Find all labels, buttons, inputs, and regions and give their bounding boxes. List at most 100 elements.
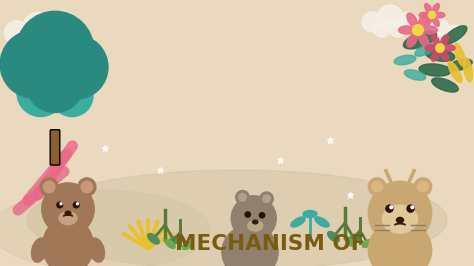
Circle shape <box>362 12 382 32</box>
Circle shape <box>40 178 58 196</box>
Circle shape <box>407 205 414 212</box>
Circle shape <box>390 206 392 209</box>
Ellipse shape <box>394 55 416 65</box>
Ellipse shape <box>440 51 448 61</box>
Ellipse shape <box>182 242 193 250</box>
Ellipse shape <box>291 217 305 227</box>
Circle shape <box>4 21 28 45</box>
Circle shape <box>27 55 83 112</box>
Circle shape <box>231 196 276 241</box>
Circle shape <box>57 202 63 208</box>
Circle shape <box>45 36 107 98</box>
Circle shape <box>372 181 383 192</box>
Circle shape <box>236 190 249 204</box>
Ellipse shape <box>396 217 403 223</box>
Ellipse shape <box>248 221 263 231</box>
Ellipse shape <box>419 33 429 47</box>
Ellipse shape <box>253 220 258 224</box>
Circle shape <box>27 55 83 112</box>
Circle shape <box>427 31 441 45</box>
Ellipse shape <box>368 220 432 266</box>
Ellipse shape <box>147 234 159 244</box>
Ellipse shape <box>432 78 458 92</box>
Ellipse shape <box>435 12 445 18</box>
Circle shape <box>418 181 428 192</box>
Circle shape <box>447 25 463 41</box>
Ellipse shape <box>415 44 435 56</box>
Circle shape <box>398 12 418 32</box>
Circle shape <box>418 25 434 41</box>
Circle shape <box>411 206 414 209</box>
Ellipse shape <box>399 26 414 34</box>
Ellipse shape <box>440 35 448 45</box>
Circle shape <box>42 183 94 235</box>
Circle shape <box>37 29 58 51</box>
Ellipse shape <box>443 26 467 44</box>
Ellipse shape <box>422 26 438 34</box>
Circle shape <box>245 212 250 217</box>
Circle shape <box>22 13 54 44</box>
Ellipse shape <box>345 238 355 246</box>
Ellipse shape <box>31 238 47 262</box>
Circle shape <box>51 75 93 117</box>
Ellipse shape <box>419 12 429 18</box>
Circle shape <box>389 19 407 37</box>
Circle shape <box>81 181 92 193</box>
Ellipse shape <box>425 4 431 13</box>
Circle shape <box>373 19 391 37</box>
Circle shape <box>45 36 107 98</box>
Ellipse shape <box>65 211 71 215</box>
Circle shape <box>17 12 93 88</box>
Ellipse shape <box>0 190 210 266</box>
Ellipse shape <box>431 35 439 45</box>
Text: MECHANISM OF: MECHANISM OF <box>175 234 365 254</box>
Ellipse shape <box>432 17 439 26</box>
Circle shape <box>1 31 67 98</box>
Circle shape <box>78 178 96 196</box>
Circle shape <box>429 20 450 40</box>
Ellipse shape <box>448 59 472 71</box>
Circle shape <box>259 213 264 218</box>
Circle shape <box>428 11 436 19</box>
Circle shape <box>76 203 78 205</box>
Circle shape <box>377 5 403 31</box>
Circle shape <box>436 44 444 52</box>
Circle shape <box>260 192 273 206</box>
Ellipse shape <box>59 211 77 225</box>
Ellipse shape <box>362 240 373 247</box>
Ellipse shape <box>348 234 360 243</box>
Ellipse shape <box>222 225 278 266</box>
Circle shape <box>47 21 72 45</box>
Ellipse shape <box>425 45 437 51</box>
Ellipse shape <box>431 51 439 61</box>
Circle shape <box>412 24 423 35</box>
Ellipse shape <box>168 236 180 245</box>
Ellipse shape <box>407 33 417 47</box>
Ellipse shape <box>425 48 455 61</box>
Ellipse shape <box>27 170 447 266</box>
Circle shape <box>17 69 64 117</box>
Ellipse shape <box>455 44 465 66</box>
Ellipse shape <box>404 70 426 80</box>
Ellipse shape <box>390 219 410 231</box>
Ellipse shape <box>403 31 437 49</box>
Circle shape <box>263 195 270 202</box>
Ellipse shape <box>443 45 455 51</box>
Ellipse shape <box>432 4 439 13</box>
Circle shape <box>1 31 67 98</box>
Circle shape <box>386 205 393 212</box>
Ellipse shape <box>419 64 451 76</box>
Ellipse shape <box>43 217 93 266</box>
Ellipse shape <box>315 217 329 227</box>
Circle shape <box>239 193 246 201</box>
Ellipse shape <box>407 13 417 27</box>
Circle shape <box>44 181 55 193</box>
Ellipse shape <box>425 17 431 26</box>
Circle shape <box>368 178 386 196</box>
Ellipse shape <box>89 238 104 262</box>
Ellipse shape <box>419 13 429 27</box>
Circle shape <box>18 29 39 51</box>
Ellipse shape <box>464 58 473 82</box>
Circle shape <box>17 12 93 88</box>
Circle shape <box>368 181 432 245</box>
